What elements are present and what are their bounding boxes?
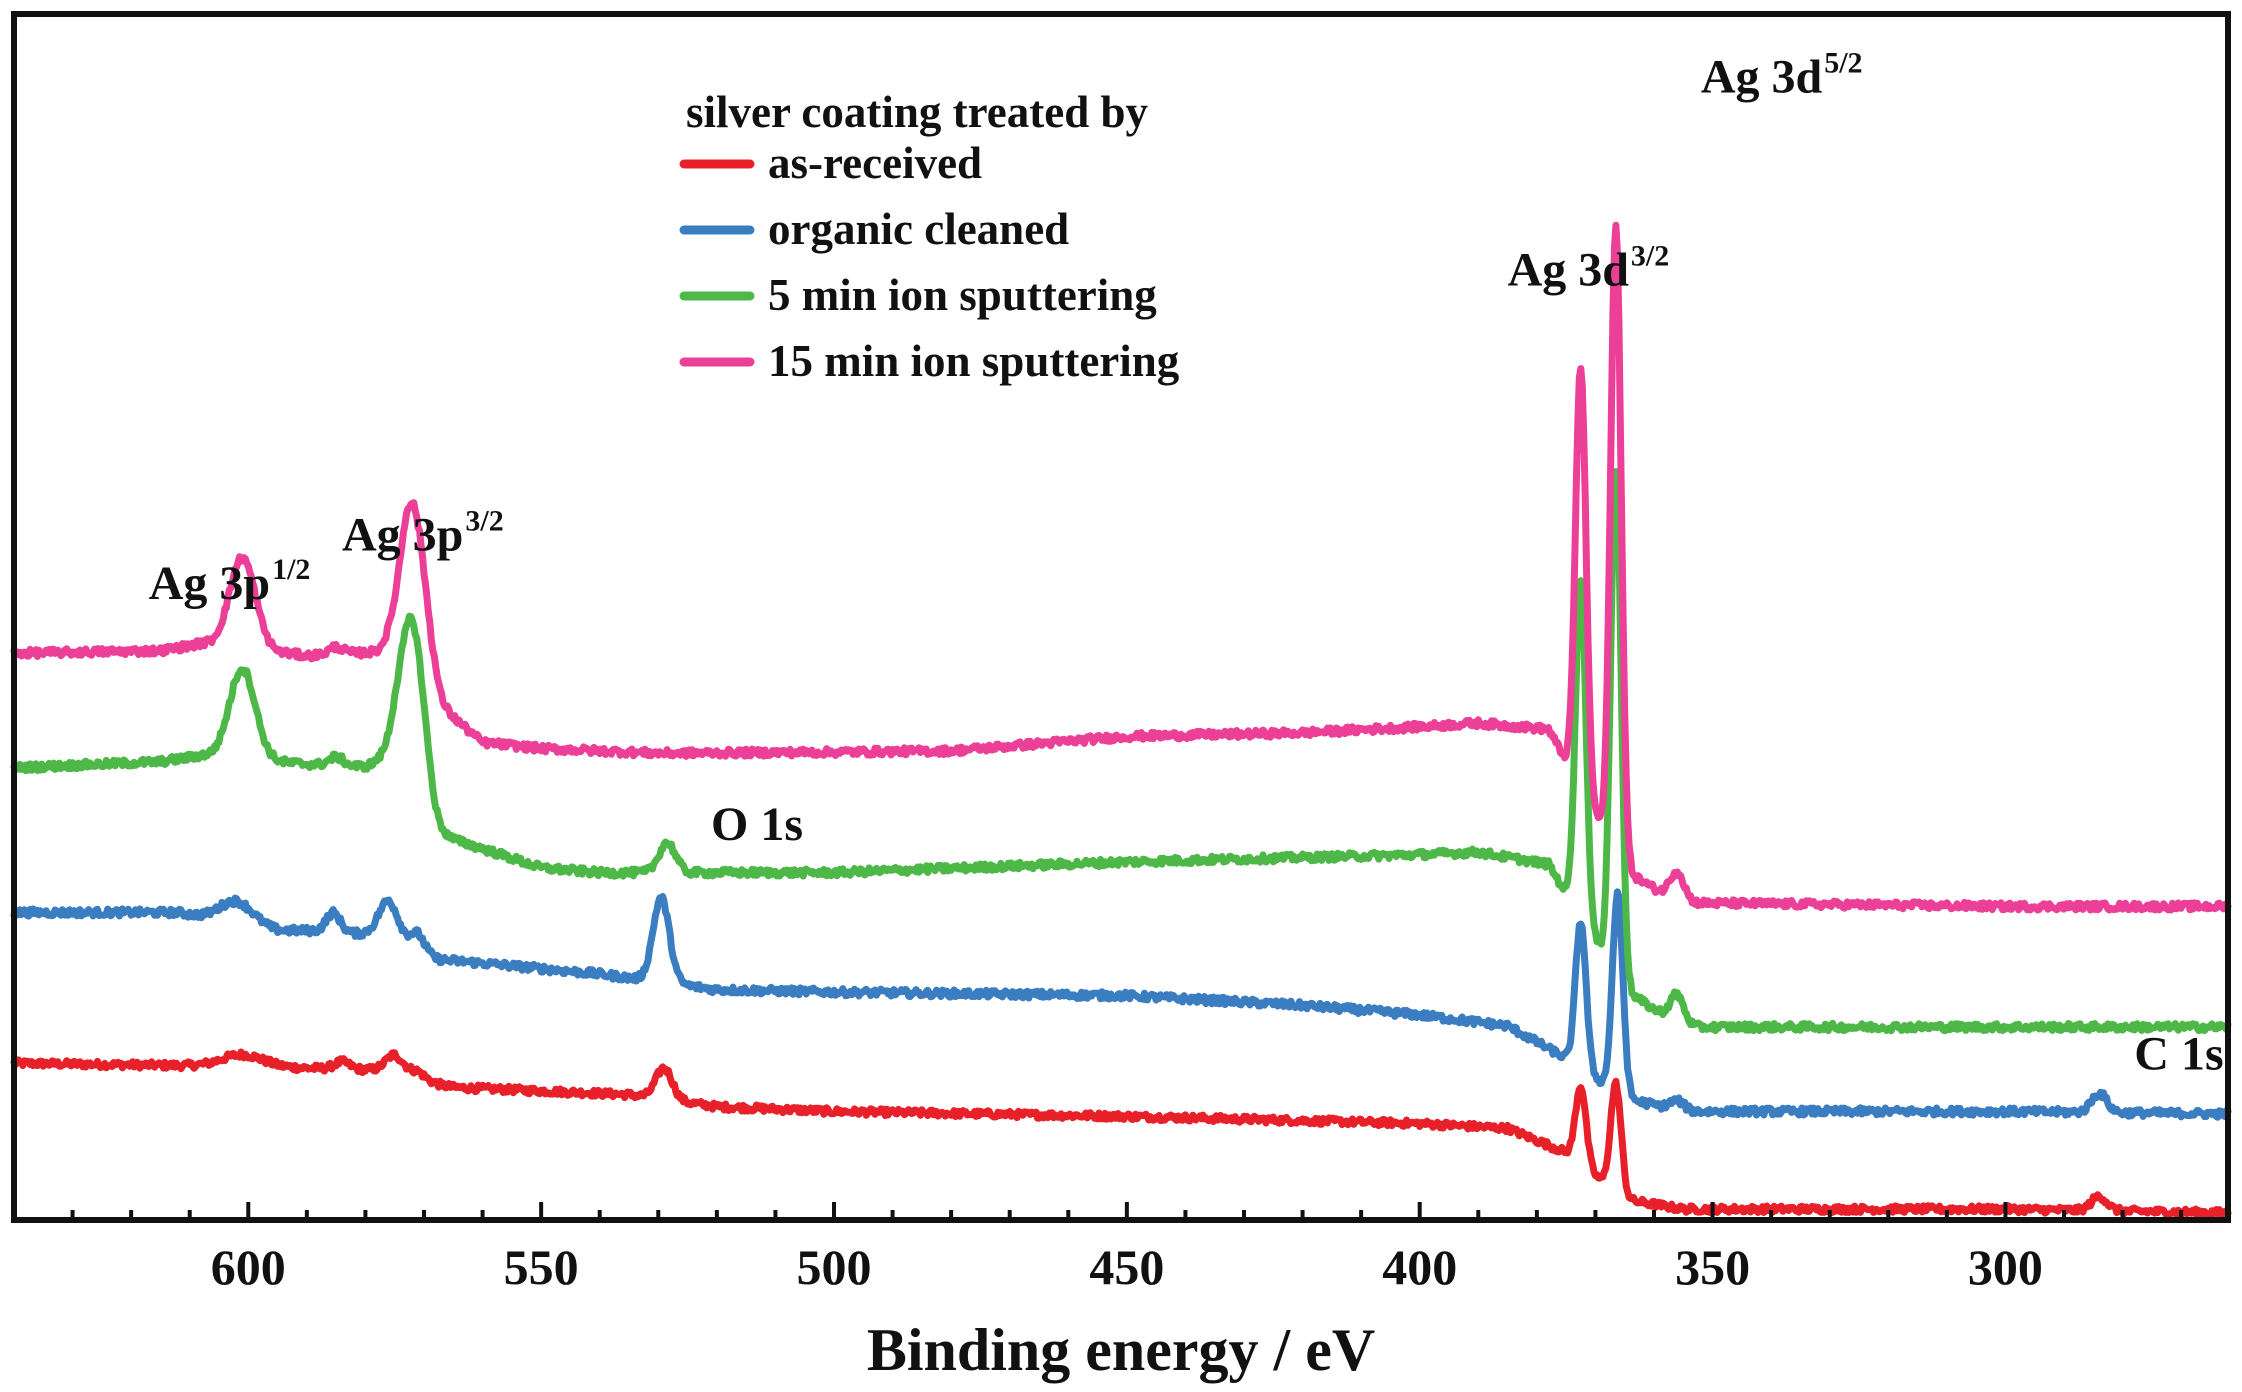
x-tick-label: 450 [1089, 1239, 1164, 1295]
legend-label: 15 min ion sputtering [768, 336, 1180, 386]
x-tick-label: 350 [1675, 1239, 1750, 1295]
peak-label: Ag 3d3/2 [1508, 239, 1670, 296]
series-line-organic-cleaned [10, 888, 2232, 1121]
peak-label-superscript: 3/2 [1631, 239, 1669, 272]
peak-label: O 1s [711, 798, 803, 851]
peak-label: Ag 3d5/2 [1701, 46, 1863, 103]
series-line-5-min-ion-sputtering [10, 468, 2232, 1035]
x-tick-label: 550 [504, 1239, 579, 1295]
peak-label: C 1s [2134, 1027, 2223, 1080]
legend-label: as-received [768, 138, 982, 188]
peak-label: Ag 3p3/2 [342, 505, 504, 562]
x-tick-label: 600 [211, 1239, 286, 1295]
peak-annotations: Ag 3p1/2 Ag 3p3/2 O 1s Ag 3d3/2 Ag 3d5/2 C 1s [149, 46, 2224, 1080]
series-layer [10, 221, 2232, 1220]
plot-frame [11, 11, 2231, 1223]
series-line-as-received [10, 1048, 2232, 1220]
series-line-15-min-ion-sputtering [10, 221, 2232, 914]
legend-title: silver coating treated by [686, 87, 1149, 137]
peak-label-superscript: 1/2 [272, 553, 310, 586]
legend: silver coating treated by as-received org… [679, 87, 1180, 386]
peak-label-superscript: 3/2 [465, 505, 503, 538]
x-tick-label: 400 [1382, 1239, 1457, 1295]
legend-label: 5 min ion sputtering [768, 270, 1157, 320]
x-tick-label: 500 [797, 1239, 872, 1295]
x-tick-label: 300 [1968, 1239, 2043, 1295]
x-axis-ticks: 600 550 500 450 400 350 300 [70, 1202, 2184, 1295]
plot-area [14, 14, 2228, 1220]
peak-label: Ag 3p1/2 [149, 553, 311, 610]
legend-label: organic cleaned [768, 204, 1069, 254]
peak-label-superscript: 5/2 [1824, 46, 1862, 79]
x-axis-title: Binding energy / eV [867, 1317, 1375, 1383]
